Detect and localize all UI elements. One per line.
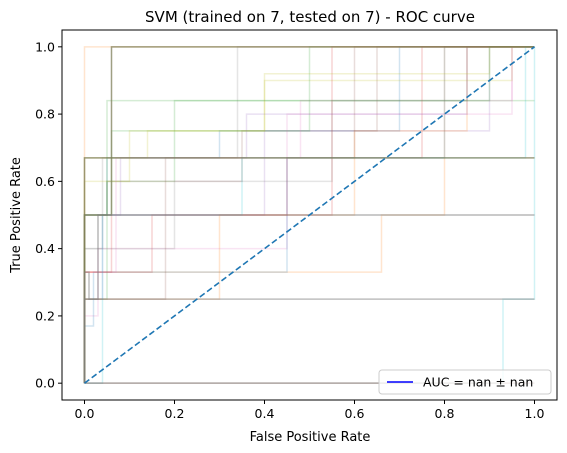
plot-frame bbox=[61, 29, 558, 401]
y-tick-label: 0.6 bbox=[35, 174, 55, 189]
diagonal-layer bbox=[84, 46, 535, 384]
fold-curve bbox=[83, 46, 535, 384]
y-ticks: 0.0 0.2 0.4 0.6 0.8 1.0 bbox=[35, 39, 62, 391]
fold-curve bbox=[83, 46, 535, 384]
main-curves-layer bbox=[83, 46, 535, 384]
y-tick-label: 0.0 bbox=[35, 376, 55, 391]
y-axis-label: True Positive Rate bbox=[9, 157, 24, 274]
legend-box bbox=[378, 369, 552, 395]
x-tick-label: 0.0 bbox=[75, 406, 95, 421]
x-tick-label: 1.0 bbox=[525, 406, 545, 421]
x-tick-label: 0.2 bbox=[165, 406, 185, 421]
fold-curve bbox=[84, 46, 535, 384]
legend: AUC = nan ± nan bbox=[378, 369, 552, 395]
x-axis-label: False Positive Rate bbox=[250, 430, 371, 445]
legend-label: AUC = nan ± nan bbox=[423, 375, 533, 390]
chart-title: SVM (trained on 7, tested on 7) - ROC cu… bbox=[145, 8, 475, 26]
y-tick-label: 0.2 bbox=[35, 308, 55, 323]
x-tick-label: 0.8 bbox=[435, 406, 455, 421]
x-ticks: 0.0 0.2 0.4 0.6 0.8 1.0 bbox=[75, 400, 545, 421]
y-tick-label: 1.0 bbox=[35, 39, 55, 54]
x-tick-label: 0.4 bbox=[255, 406, 275, 421]
chance-diagonal-line bbox=[84, 46, 535, 384]
fold-curve bbox=[83, 46, 535, 384]
fold-curve bbox=[83, 46, 535, 384]
y-tick-label: 0.4 bbox=[35, 241, 55, 256]
y-tick-label: 0.8 bbox=[35, 107, 55, 122]
x-tick-label: 0.6 bbox=[345, 406, 365, 421]
overlap-curve bbox=[83, 271, 535, 384]
